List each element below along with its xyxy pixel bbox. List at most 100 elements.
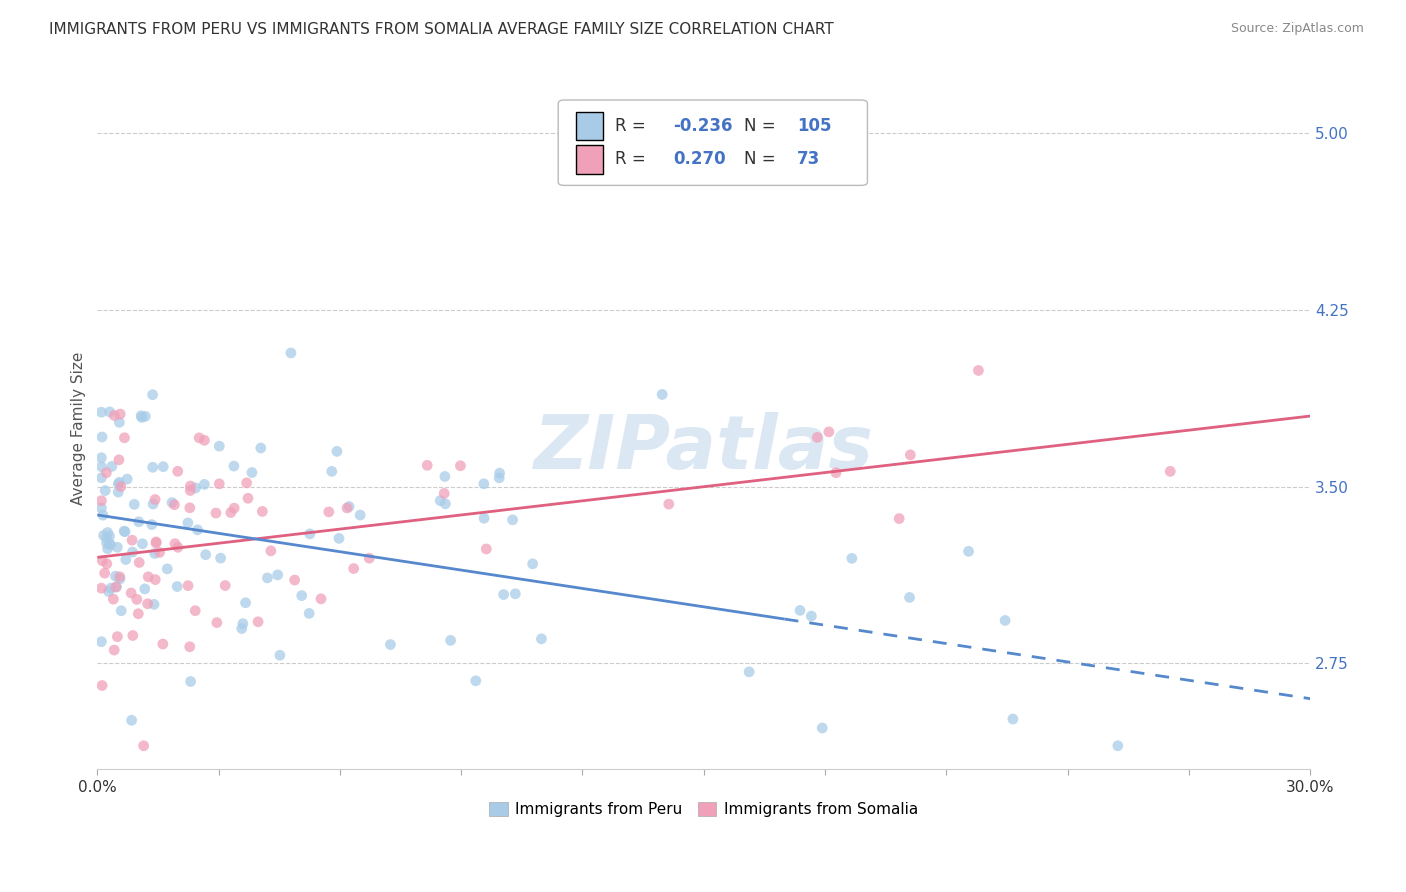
Point bbox=[145, 534, 167, 549]
Point bbox=[177, 516, 200, 530]
Point bbox=[145, 536, 167, 550]
Point bbox=[284, 573, 307, 587]
Point bbox=[433, 486, 456, 500]
Point bbox=[160, 495, 183, 509]
Point bbox=[449, 458, 471, 473]
Legend: Immigrants from Peru, Immigrants from Somalia: Immigrants from Peru, Immigrants from So… bbox=[484, 796, 924, 823]
Point bbox=[291, 589, 314, 603]
Text: R =: R = bbox=[616, 117, 651, 135]
Point bbox=[97, 584, 120, 599]
Point bbox=[235, 596, 257, 610]
Point bbox=[208, 476, 231, 491]
Point bbox=[240, 466, 263, 480]
Point bbox=[994, 614, 1017, 628]
Point bbox=[163, 498, 186, 512]
Point bbox=[266, 567, 288, 582]
Point bbox=[177, 579, 200, 593]
Point bbox=[280, 346, 302, 360]
Point bbox=[298, 527, 321, 541]
Point bbox=[128, 556, 150, 570]
Point bbox=[1001, 712, 1024, 726]
Point bbox=[108, 452, 131, 467]
FancyBboxPatch shape bbox=[576, 145, 603, 174]
Point bbox=[472, 511, 495, 525]
Point bbox=[439, 633, 461, 648]
Point bbox=[898, 448, 921, 462]
Point bbox=[103, 592, 125, 607]
Point bbox=[193, 434, 215, 448]
Point bbox=[502, 513, 524, 527]
Point bbox=[121, 533, 143, 548]
Point bbox=[818, 425, 841, 439]
Point bbox=[104, 569, 127, 583]
Point bbox=[134, 582, 156, 596]
Point bbox=[143, 546, 166, 560]
Point bbox=[209, 551, 232, 566]
Point bbox=[167, 541, 190, 555]
Text: IMMIGRANTS FROM PERU VS IMMIGRANTS FROM SOMALIA AVERAGE FAMILY SIZE CORRELATION : IMMIGRANTS FROM PERU VS IMMIGRANTS FROM … bbox=[49, 22, 834, 37]
Point bbox=[530, 632, 553, 646]
Point bbox=[180, 674, 202, 689]
Point bbox=[112, 524, 135, 538]
Point bbox=[93, 528, 115, 542]
Point bbox=[343, 561, 366, 575]
Point bbox=[152, 459, 174, 474]
Point bbox=[219, 506, 242, 520]
Point bbox=[651, 387, 673, 401]
Point bbox=[328, 532, 350, 546]
Point bbox=[94, 483, 117, 498]
Point bbox=[318, 505, 340, 519]
Point bbox=[91, 430, 114, 444]
Point bbox=[141, 517, 163, 532]
Point bbox=[194, 548, 217, 562]
Point bbox=[249, 441, 271, 455]
Point bbox=[957, 544, 980, 558]
Point bbox=[124, 497, 146, 511]
Point bbox=[90, 471, 112, 485]
Point bbox=[298, 607, 321, 621]
Point bbox=[148, 545, 170, 559]
Point bbox=[100, 581, 122, 595]
Point bbox=[100, 537, 122, 551]
Point bbox=[98, 537, 121, 551]
Point bbox=[110, 604, 132, 618]
Point bbox=[326, 444, 349, 458]
Point bbox=[134, 409, 156, 424]
Point bbox=[475, 541, 498, 556]
Point bbox=[108, 475, 131, 490]
FancyBboxPatch shape bbox=[576, 112, 603, 140]
Point bbox=[98, 529, 121, 543]
Point bbox=[90, 459, 112, 474]
Point bbox=[967, 363, 990, 377]
Point bbox=[108, 570, 131, 584]
Point bbox=[142, 497, 165, 511]
Point bbox=[115, 472, 138, 486]
Point bbox=[143, 492, 166, 507]
Point bbox=[90, 450, 112, 465]
Point bbox=[321, 464, 343, 478]
Point bbox=[90, 405, 112, 419]
Point bbox=[433, 469, 456, 483]
Point bbox=[416, 458, 439, 473]
Point bbox=[101, 459, 124, 474]
Point bbox=[205, 615, 228, 630]
Point bbox=[131, 410, 153, 425]
Point bbox=[179, 479, 201, 493]
Point bbox=[222, 459, 245, 474]
Point bbox=[811, 721, 834, 735]
Point bbox=[90, 493, 112, 508]
Text: -0.236: -0.236 bbox=[673, 117, 733, 135]
Point bbox=[800, 609, 823, 624]
Point bbox=[179, 483, 201, 498]
Point bbox=[236, 491, 259, 506]
Point bbox=[96, 466, 118, 480]
FancyBboxPatch shape bbox=[558, 100, 868, 186]
Point bbox=[488, 466, 510, 480]
Point bbox=[1159, 464, 1181, 478]
Point bbox=[131, 537, 153, 551]
Point bbox=[103, 643, 125, 657]
Point bbox=[179, 640, 201, 654]
Point bbox=[121, 713, 143, 727]
Point bbox=[96, 536, 118, 550]
Point bbox=[193, 477, 215, 491]
